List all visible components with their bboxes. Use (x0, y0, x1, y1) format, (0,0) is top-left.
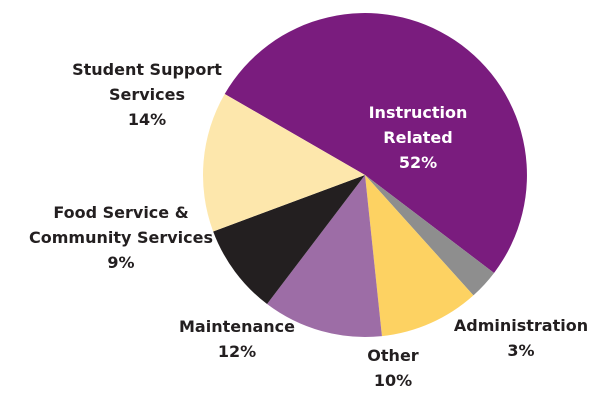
slice-label-line: Community Services (29, 228, 213, 247)
pie-slice-maintenance (267, 175, 382, 337)
slice-label-line: 9% (107, 253, 134, 272)
slice-label-line: Instruction (369, 103, 468, 122)
slice-label-line: Related (383, 128, 452, 147)
slice-label-line: 12% (218, 342, 256, 361)
slice-label-student-support-services: Student Support Services 14% (72, 60, 222, 129)
slice-label-line: Food Service & (53, 203, 188, 222)
slice-label-instruction-related: Instruction Related 52% (369, 103, 468, 172)
slice-label-line: Services (109, 85, 185, 104)
pie-slice-instruction-related (224, 13, 527, 273)
slice-label-line: 3% (507, 341, 534, 360)
slice-label-other: Other 10% (367, 346, 418, 390)
slice-label-line: 52% (399, 153, 437, 172)
pie-slice-administration (365, 175, 495, 296)
slice-label-line: 14% (128, 110, 166, 129)
pie-slice-food-service-community-services (213, 175, 365, 305)
slice-label-line: 10% (374, 371, 412, 390)
pie-labels: Instruction Related 52% Administration 3% Oth… (29, 60, 588, 390)
slice-label-line: Administration (454, 316, 588, 335)
pie-slice-student-support-services (202, 94, 365, 232)
pie-slice-other (365, 175, 474, 337)
slice-label-line: Maintenance (179, 317, 295, 336)
slice-label-maintenance: Maintenance 12% (179, 317, 295, 361)
slice-label-food-service-community-services: Food Service & Community Services 9% (29, 203, 213, 272)
slice-label-line: Student Support (72, 60, 222, 79)
slice-label-line: Other (367, 346, 418, 365)
slice-label-administration: Administration 3% (454, 316, 588, 360)
pie-slices (202, 13, 527, 337)
